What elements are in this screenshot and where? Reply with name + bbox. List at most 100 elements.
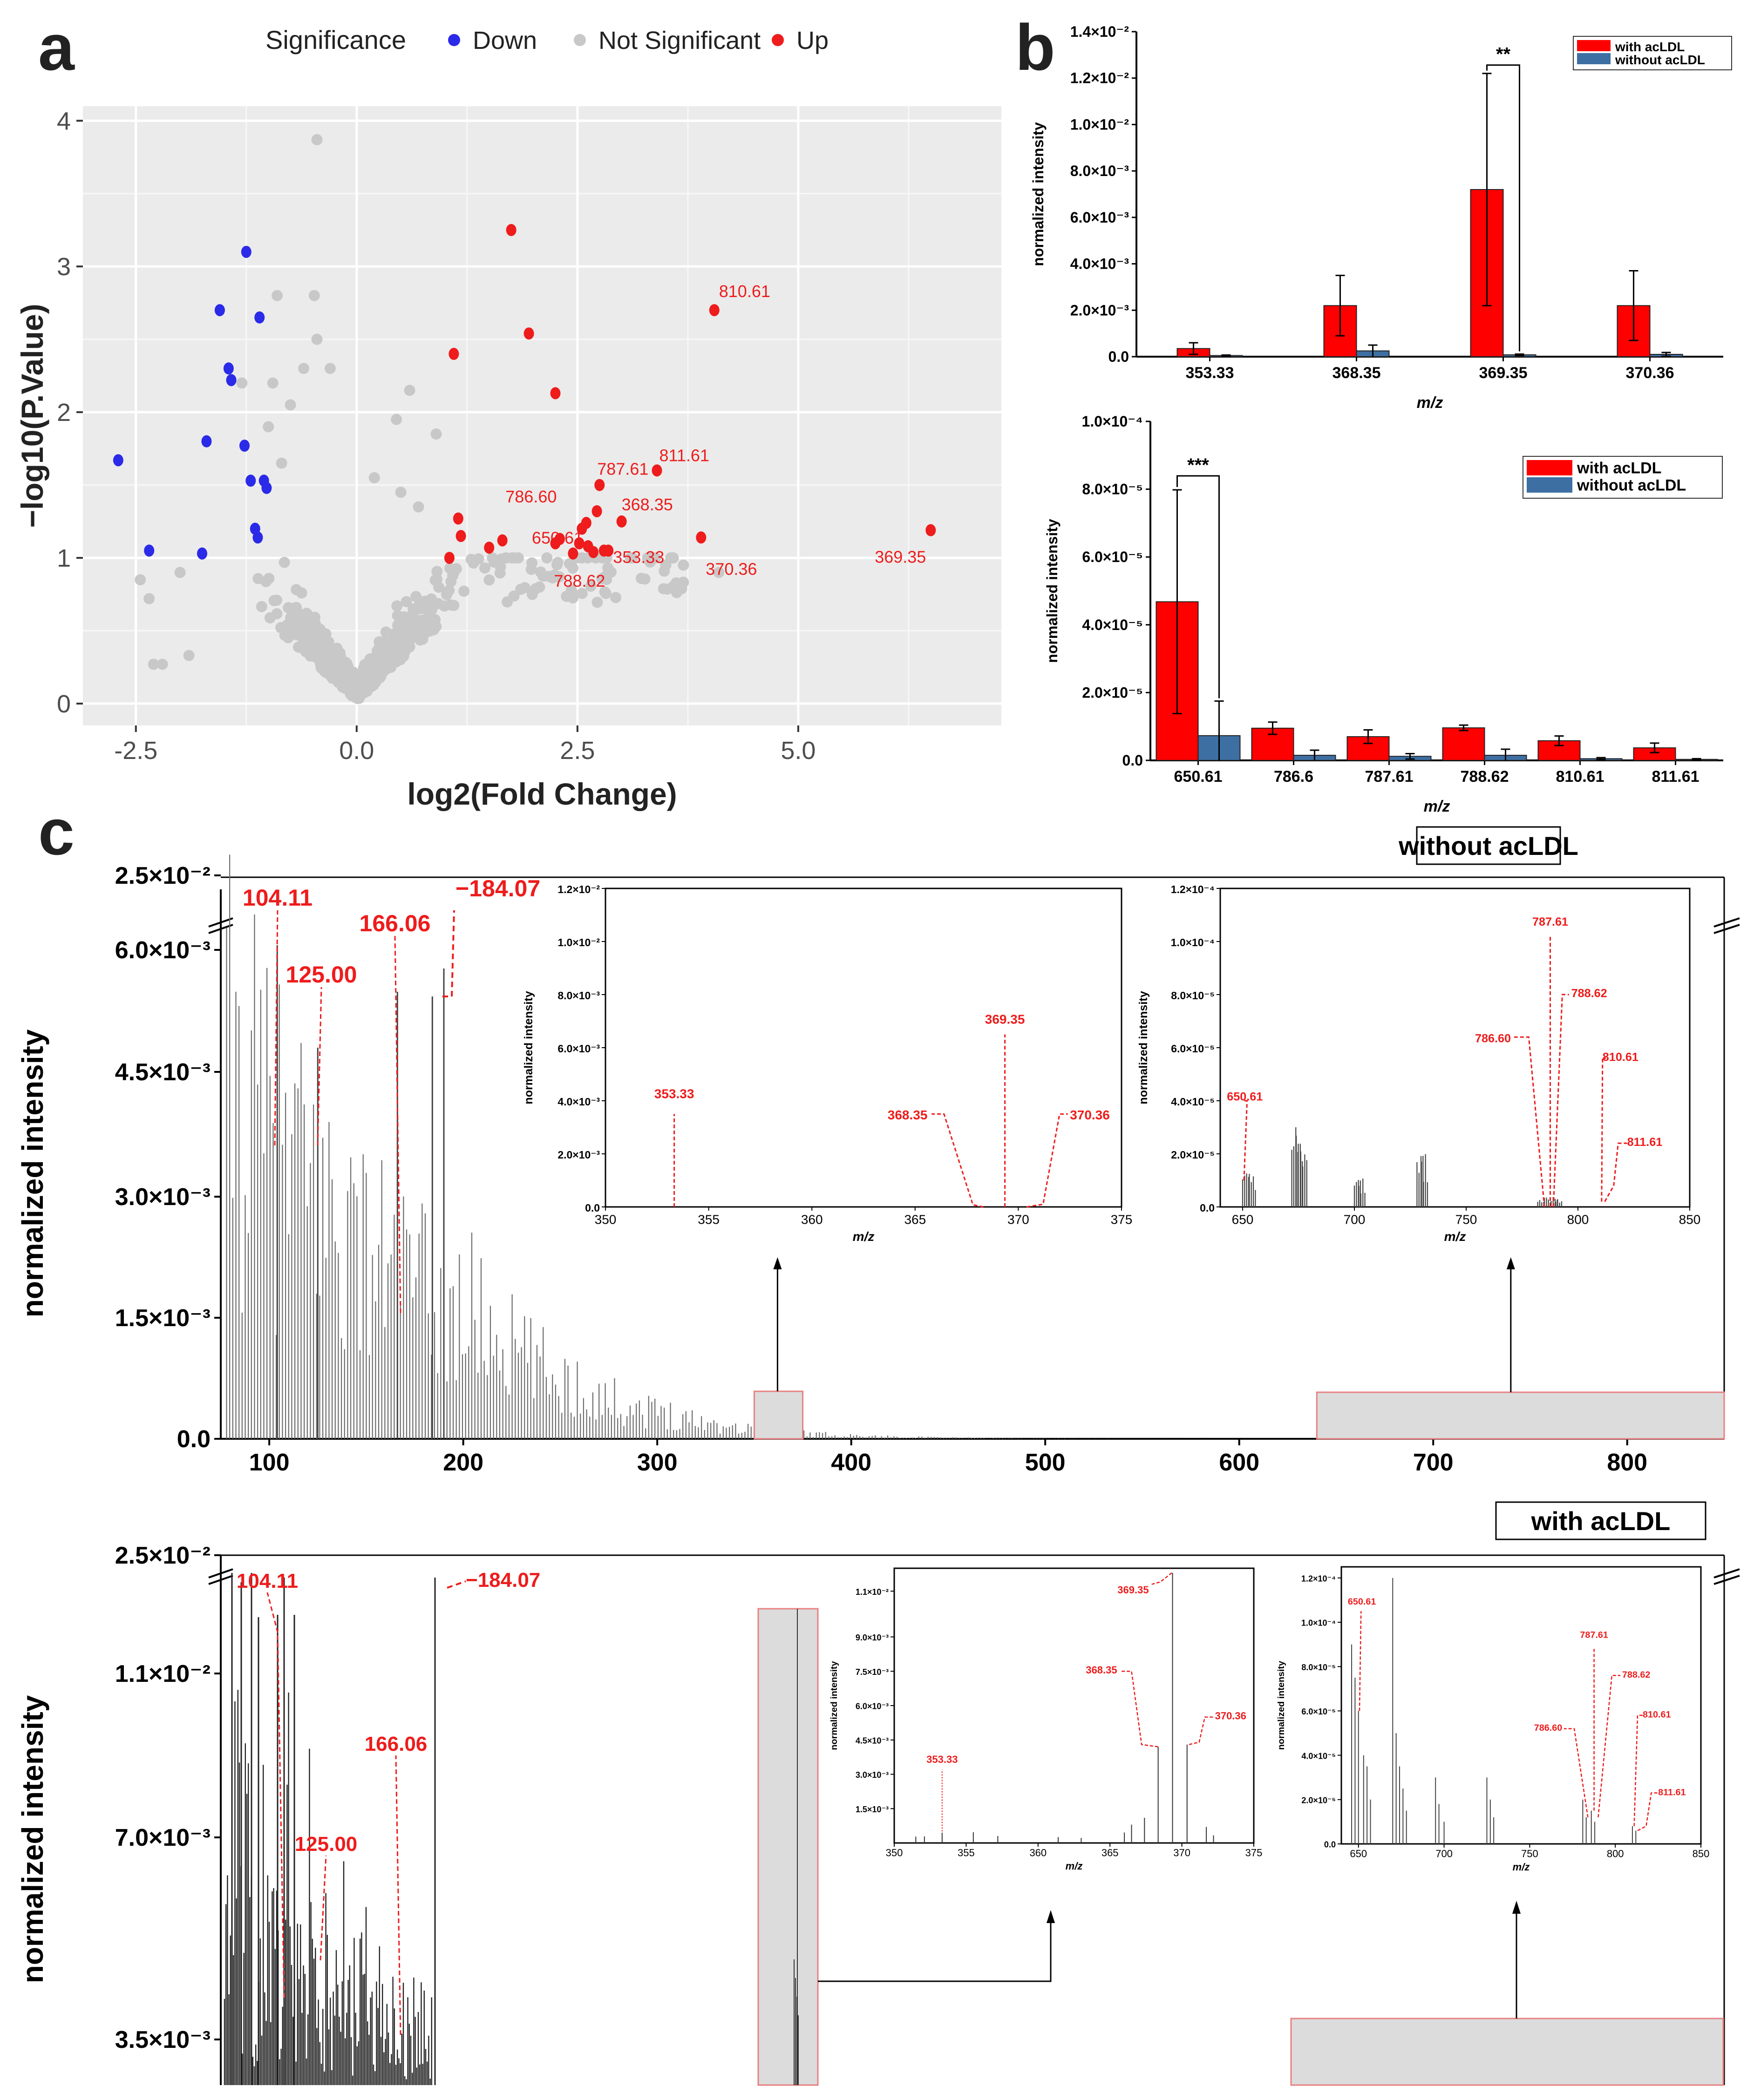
- y-tick-label: 1.5×10⁻³: [115, 1305, 211, 1332]
- legend-swatch: [1527, 460, 1572, 475]
- plot-background: [83, 106, 1001, 725]
- y-tick-label: 2.5×10⁻²: [115, 1542, 211, 1569]
- ns-point: [495, 561, 506, 573]
- inset-peak-label: 787.61: [1580, 1630, 1608, 1640]
- annotation-leader: [394, 935, 401, 1314]
- ns-point: [576, 588, 588, 599]
- point-label: 786.60: [505, 487, 557, 506]
- down-point: [261, 481, 272, 494]
- inset-x-tick-label: 350: [595, 1212, 617, 1226]
- ns-point: [256, 601, 267, 612]
- inset-x-tick-label: 365: [904, 1212, 926, 1226]
- ns-point: [311, 333, 323, 345]
- inset-x-tick-label: 700: [1344, 1212, 1366, 1226]
- ns-point: [391, 600, 403, 612]
- ns-point: [430, 428, 442, 440]
- ns-point: [431, 566, 443, 577]
- ns-point: [174, 567, 186, 578]
- ns-point: [625, 552, 636, 564]
- zoom-arrowhead: [1047, 1910, 1055, 1923]
- title-box: [1495, 1501, 1706, 1540]
- y-tick-label: 0: [57, 690, 71, 718]
- x-tick-label: 368.35: [1332, 364, 1381, 382]
- x-tick-label: 2.5: [560, 737, 595, 765]
- x-axis-label: m/z: [1417, 394, 1443, 412]
- ns-point: [395, 487, 407, 498]
- ns-point: [236, 377, 248, 389]
- ns-point: [380, 626, 392, 638]
- inset-x-tick-label: 850: [1679, 1212, 1701, 1226]
- x-tick-label: 788.62: [1461, 768, 1509, 786]
- x-tick-label: 300: [637, 1449, 678, 1476]
- ns-point: [535, 566, 546, 578]
- inset-x-tick-label: 700: [1435, 1848, 1453, 1860]
- inset-x-axis-label: m/z: [1444, 1229, 1466, 1244]
- legend-label: Up: [796, 27, 829, 54]
- inset-peak-label: 810.61: [1603, 1051, 1638, 1064]
- legend-swatch: [1577, 40, 1611, 51]
- x-tick-label: 200: [443, 1449, 483, 1476]
- x-tick-label: 353.33: [1186, 364, 1234, 382]
- point-label: 353.33: [613, 548, 664, 567]
- zoom-box: [757, 1608, 819, 2086]
- bar-chart-bar_bottom: 0.0 2.0×10⁻⁵ 4.0×10⁻⁵ 6.0×10⁻⁵ 8.0×10⁻⁵ 1.0×1…: [1044, 413, 1723, 815]
- inset-x-tick-label: 375: [1245, 1847, 1263, 1859]
- annotation-leader: [395, 1755, 401, 2035]
- inset-peak-label: 786.60: [1534, 1723, 1563, 1733]
- y-tick-label: 2.0×10⁻³: [1070, 302, 1129, 318]
- down-point: [201, 435, 212, 447]
- peak-label: −184.07: [466, 1569, 540, 1592]
- title-box: [1416, 826, 1561, 865]
- inset-y-tick-label: 6.0×10⁻⁵: [1171, 1043, 1215, 1055]
- ns-point: [397, 642, 408, 654]
- inset-peak-label: 788.62: [1571, 987, 1607, 1000]
- annotation-leader: [320, 1855, 327, 1961]
- zoom-box: [1290, 2018, 1724, 2086]
- inset-y-tick-label: 1.0×10⁻⁴: [1171, 936, 1215, 948]
- y-tick-label: 3.5×10⁻³: [115, 2026, 211, 2053]
- ns-point: [596, 573, 608, 585]
- ns-point: [429, 575, 441, 586]
- inset-peak-label: 370.36: [1070, 1108, 1110, 1122]
- x-tick-label: 810.61: [1556, 768, 1604, 786]
- y-tick-label: 3: [57, 253, 71, 281]
- panel-label-a: a: [38, 11, 75, 84]
- spectrum-without-acLDL: 0.0 1.5×10⁻³ 3.0×10⁻³ 4.5×10⁻³ 6.0×10⁻³ 2.5×1…: [16, 826, 1740, 1476]
- inset-frame: [605, 887, 1122, 1208]
- annotation-leader: [274, 910, 279, 1146]
- inset-peak: [1026, 1113, 1068, 1208]
- inset-y-tick-label: 9.0×10⁻³: [856, 1633, 889, 1642]
- ns-point: [282, 632, 294, 644]
- ns-point: [602, 562, 614, 574]
- y-tick-label: 2.0×10⁻⁵: [1082, 684, 1143, 701]
- inset-peak: [1151, 1572, 1172, 1585]
- inset-peak: [1633, 1714, 1643, 1826]
- inset-frame: [1340, 1566, 1702, 1845]
- inset-peak-label: 788.62: [1622, 1670, 1651, 1680]
- ns-point: [323, 665, 334, 677]
- ns-point: [526, 557, 538, 569]
- peak-label: 125.00: [286, 962, 357, 988]
- ns-point: [585, 580, 597, 592]
- y-tick-label: 4.0×10⁻⁵: [1082, 616, 1143, 633]
- up-point: [550, 387, 561, 400]
- inset-y-tick-label: 3.0×10⁻³: [856, 1770, 889, 1780]
- up-point: [444, 552, 455, 564]
- y-axis-label: −log10(P.Value): [15, 304, 49, 528]
- ns-point: [370, 670, 382, 681]
- x-tick-label: 786.6: [1274, 768, 1313, 786]
- inset-peak: [1513, 1036, 1545, 1207]
- panel-label-c: c: [38, 795, 75, 868]
- ns-point: [347, 688, 359, 700]
- inset-without-350-375: 350 355 360 365 370 375 0.0 2.0×10⁻³ 4.0×10⁻³ 6.0…: [522, 883, 1132, 1244]
- point-label: 650.61: [532, 528, 583, 547]
- inset-x-tick-label: 360: [801, 1212, 823, 1226]
- axis-break: [208, 917, 233, 934]
- inset-peak: [1359, 1611, 1362, 1711]
- ns-point: [458, 585, 470, 597]
- ns-point: [263, 421, 274, 433]
- inset-y-tick-label: 6.0×10⁻³: [856, 1702, 889, 1711]
- inset-y-tick-label: 1.0×10⁻²: [557, 936, 600, 948]
- inset-peak: [1552, 994, 1569, 1207]
- zoom-box: [1316, 1391, 1725, 1440]
